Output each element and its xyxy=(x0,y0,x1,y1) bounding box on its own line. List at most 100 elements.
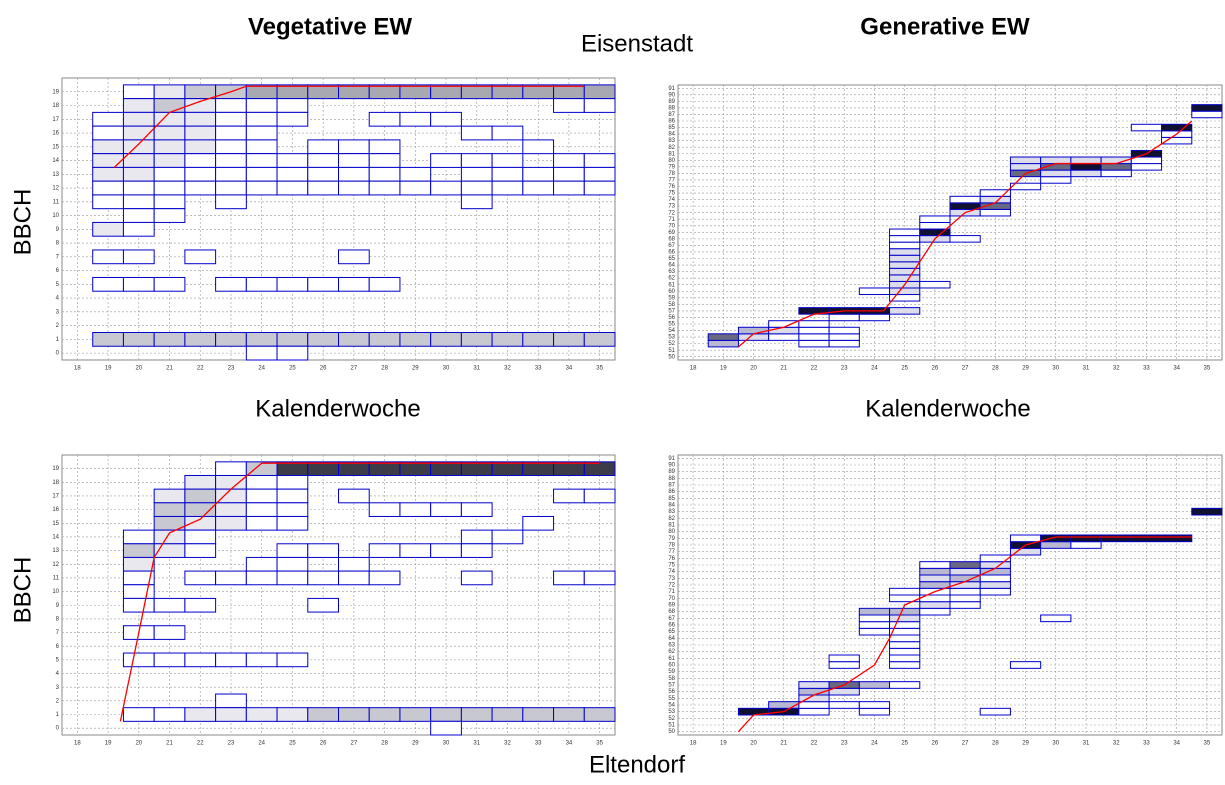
x-tick-label: 21 xyxy=(780,741,787,747)
cell xyxy=(889,641,921,649)
cell xyxy=(122,276,155,292)
y-tick-label: 83 xyxy=(668,138,675,144)
y-tick-label: 79 xyxy=(668,536,675,542)
cell xyxy=(215,98,247,113)
cell xyxy=(553,153,585,168)
y-tick-label: 64 xyxy=(668,636,675,642)
cell xyxy=(245,515,278,531)
y-tick-label: 59 xyxy=(668,669,675,675)
x-tick-label: 25 xyxy=(901,741,908,747)
cell xyxy=(798,681,830,689)
y-tick-label: 72 xyxy=(668,210,675,216)
cell xyxy=(307,180,339,196)
x-tick-label: 25 xyxy=(901,366,908,372)
cell xyxy=(889,254,921,263)
y-tick-label: 66 xyxy=(668,623,675,629)
panel: 18 19 20 21 22 23 24 25 26 27 28 29 30 31 32 33 34 35 5051… xyxy=(668,454,1223,747)
cell xyxy=(460,529,493,545)
cell xyxy=(460,153,493,168)
cell xyxy=(399,543,432,558)
y-tick-label: 63 xyxy=(668,269,675,275)
x-tick-label: 22 xyxy=(197,741,204,747)
x-tick-label: 29 xyxy=(412,366,419,372)
y-tick-label: 3 xyxy=(56,685,60,691)
panel: 18 19 20 21 22 23 24 25 26 27 28 29 30 31 32 33 34 35 5051… xyxy=(668,84,1223,372)
cell xyxy=(399,84,432,100)
cell xyxy=(245,180,278,196)
x-tick-label: 31 xyxy=(1083,741,1090,747)
cell xyxy=(245,570,278,586)
cell xyxy=(338,570,370,586)
cell xyxy=(184,652,217,668)
cell xyxy=(276,180,309,196)
y-tick-label: 52 xyxy=(668,341,675,347)
cell xyxy=(1009,163,1042,171)
y-tick-label: 71 xyxy=(668,589,675,595)
x-tick-label: 31 xyxy=(473,741,480,747)
cell xyxy=(92,180,124,196)
cell xyxy=(184,111,217,127)
cell xyxy=(553,331,585,347)
cell xyxy=(1100,534,1132,543)
y-tick-label: 14 xyxy=(52,158,59,164)
cell xyxy=(583,98,616,113)
cell xyxy=(122,139,155,155)
cell xyxy=(215,125,247,141)
cell xyxy=(307,276,339,292)
y-tick-label: 63 xyxy=(668,643,675,649)
cell xyxy=(92,194,124,210)
cell xyxy=(553,570,585,586)
cell xyxy=(798,333,830,341)
y-tick-label: 0 xyxy=(56,351,60,357)
cell xyxy=(215,707,247,722)
cell xyxy=(368,707,401,722)
cell xyxy=(460,125,493,141)
cell xyxy=(122,194,155,210)
cell xyxy=(1070,169,1102,178)
x-tick-label: 23 xyxy=(228,366,235,372)
y-tick-label: 19 xyxy=(52,466,59,472)
x-tick-label: 21 xyxy=(780,366,787,372)
y-tick-label: 54 xyxy=(668,703,675,709)
cell xyxy=(184,180,217,196)
cell xyxy=(707,339,739,348)
cell xyxy=(399,331,432,347)
x-tick-label: 26 xyxy=(320,741,327,747)
cell xyxy=(949,587,981,596)
cell xyxy=(184,166,217,182)
y-tick-label: 6 xyxy=(56,644,60,650)
cell xyxy=(276,474,309,490)
cell xyxy=(430,461,462,476)
y-tick-label: 58 xyxy=(668,302,675,308)
cell xyxy=(338,276,370,292)
cell xyxy=(460,180,493,196)
y-tick-label: 17 xyxy=(52,494,59,500)
cell xyxy=(245,345,278,361)
y-tick-label: 88 xyxy=(668,476,675,482)
cell xyxy=(553,461,585,476)
cell xyxy=(184,543,217,558)
cell xyxy=(215,502,247,517)
cell xyxy=(338,153,370,168)
cell xyxy=(889,647,921,656)
y-tick-label: 73 xyxy=(668,204,675,210)
y-tick-label: 76 xyxy=(668,184,675,190)
x-tick-label: 20 xyxy=(750,366,757,372)
x-tick-label: 33 xyxy=(535,741,542,747)
cell xyxy=(153,625,186,640)
cell xyxy=(949,594,981,603)
cell xyxy=(368,166,401,182)
cell xyxy=(858,287,891,296)
y-tick-label: 8 xyxy=(56,616,60,622)
cell xyxy=(553,166,585,182)
cell xyxy=(460,461,493,476)
cell xyxy=(307,707,339,722)
cell xyxy=(122,331,155,347)
x-tick-label: 21 xyxy=(166,741,173,747)
cell xyxy=(828,687,860,696)
cell xyxy=(949,235,981,243)
cell xyxy=(979,189,1011,197)
cell xyxy=(583,180,616,196)
y-tick-label: 61 xyxy=(668,282,675,288)
cell xyxy=(553,180,585,196)
